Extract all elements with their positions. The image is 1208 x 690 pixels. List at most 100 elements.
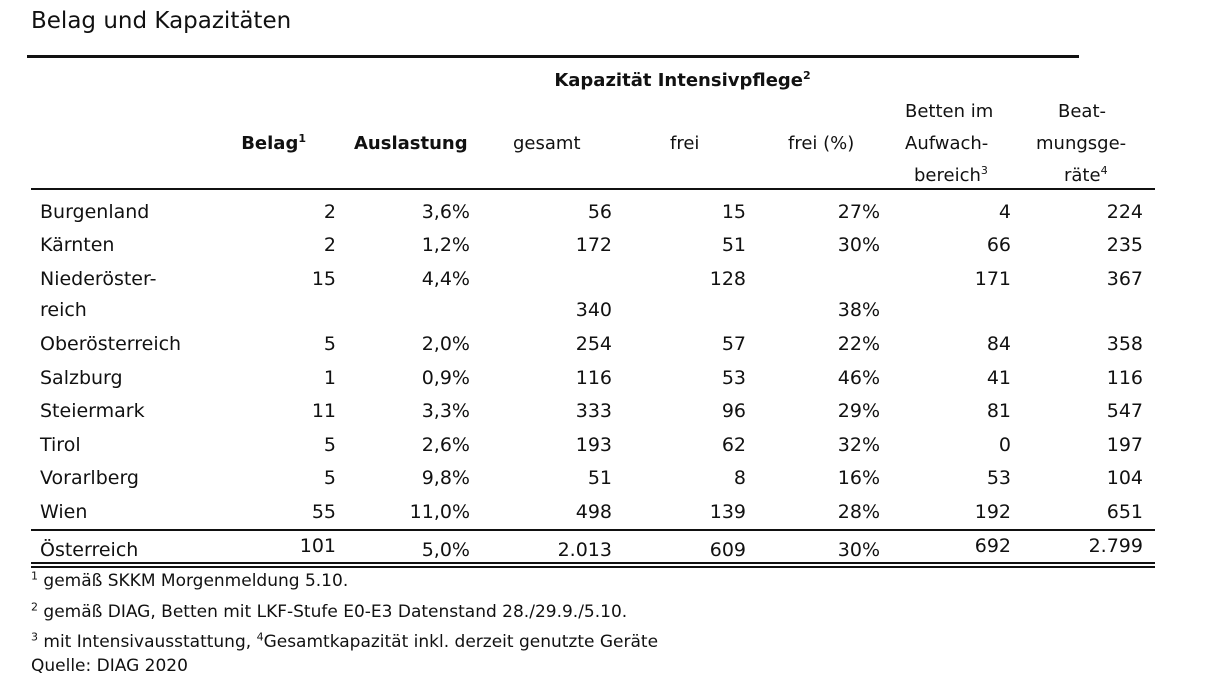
header-betten-line1: Betten im [905, 101, 994, 122]
cell-frei: 53 [721, 367, 746, 389]
cell-gesamt: 172 [575, 234, 612, 256]
header-frei-pct: frei (%) [788, 133, 855, 154]
cell-frei-pct: 27% [837, 201, 880, 223]
cell-auslastung: 2,0% [421, 333, 470, 355]
cell-betten: 171 [974, 268, 1011, 290]
cell-beatmung: 116 [1106, 367, 1143, 389]
cell-belag: 2 [323, 201, 336, 223]
cell-frei: 15 [721, 201, 746, 223]
cell-frei-pct: 29% [837, 400, 880, 422]
cell-frei-pct: 30% [837, 234, 880, 256]
header-group-capacity-label: Kapazität Intensivpflege [554, 70, 804, 91]
cell-belag: 5 [323, 467, 336, 489]
cell-frei: 57 [721, 333, 746, 355]
cell-belag: 5 [323, 434, 336, 456]
bottom-rule-1 [31, 562, 1155, 564]
cell-region: reich [40, 299, 87, 321]
cell-belag: 15 [311, 268, 336, 290]
cell-frei-pct: 46% [837, 367, 880, 389]
cell-beatmung: 224 [1106, 201, 1143, 223]
footnote-3-marker: 3 [31, 630, 38, 644]
cell-frei: 128 [709, 268, 746, 290]
cell-beatmung: 104 [1106, 467, 1143, 489]
footnote-3-text: mit Intensivausstattung, [38, 632, 257, 652]
cell-region: Oberösterreich [40, 333, 182, 355]
footnote-4-marker: 4 [256, 630, 264, 644]
header-belag-label: Belag [241, 133, 299, 154]
cell-auslastung: 0,9% [421, 367, 470, 389]
cell-belag: 5 [323, 333, 336, 355]
cell-betten: 192 [974, 501, 1011, 523]
footnote-1: 1 gemäß SKKM Morgenmeldung 5.10. [31, 569, 348, 591]
cell-beatmung: 547 [1106, 400, 1143, 422]
cell-gesamt: 254 [575, 333, 612, 355]
footnote-ref-4: 4 [1100, 164, 1108, 177]
cell-auslastung: 1,2% [421, 234, 470, 256]
cell-gesamt: 56 [587, 201, 612, 223]
total-cell-betten: 692 [974, 535, 1011, 557]
total-rule [31, 529, 1155, 531]
cell-region: Tirol [40, 434, 81, 456]
cell-frei: 8 [733, 467, 746, 489]
total-cell-frei: 609 [709, 539, 746, 561]
cell-frei-pct: 38% [837, 299, 880, 321]
header-belag: Belag1 [230, 128, 306, 159]
cell-region: Niederöster- [40, 268, 157, 290]
top-rule [27, 55, 1079, 58]
cell-gesamt: 193 [575, 434, 612, 456]
cell-auslastung: 3,6% [421, 201, 470, 223]
total-cell-frei-pct: 30% [837, 539, 880, 561]
cell-betten: 41 [986, 367, 1011, 389]
header-betten-line2: Aufwach- [905, 133, 989, 154]
cell-frei: 139 [709, 501, 746, 523]
footnote-2-text: gemäß DIAG, Betten mit LKF-Stufe E0-E3 D… [38, 602, 628, 622]
footnote-4-text: Gesamtkapazität inkl. derzeit genutzte G… [263, 632, 659, 652]
header-frei: frei [670, 133, 700, 154]
cell-frei-pct: 28% [837, 501, 880, 523]
footnote-1-marker: 1 [31, 569, 38, 583]
cell-region: Vorarlberg [40, 467, 139, 489]
cell-region: Salzburg [40, 367, 123, 389]
cell-belag: 55 [311, 501, 336, 523]
source-note: Quelle: DIAG 2020 [31, 656, 188, 676]
bottom-rule-2 [31, 566, 1155, 568]
cell-frei: 96 [721, 400, 746, 422]
cell-region: Kärnten [40, 234, 115, 256]
cell-frei-pct: 32% [837, 434, 880, 456]
cell-betten: 53 [986, 467, 1011, 489]
cell-beatmung: 235 [1106, 234, 1143, 256]
cell-beatmung: 367 [1106, 268, 1143, 290]
footnote-ref-2: 2 [803, 69, 811, 82]
footnote-2: 2 gemäß DIAG, Betten mit LKF-Stufe E0-E3… [31, 600, 628, 622]
header-beatmung-line3: räte4 [1064, 160, 1108, 191]
header-beatmung-line2: mungsge- [1036, 133, 1127, 154]
cell-gesamt: 51 [587, 467, 612, 489]
cell-frei-pct: 22% [837, 333, 880, 355]
footnote-3-4: 3 mit Intensivausstattung, 4Gesamtkapazi… [31, 630, 659, 652]
total-cell-gesamt: 2.013 [557, 539, 612, 561]
cell-beatmung: 197 [1106, 434, 1143, 456]
cell-frei: 62 [721, 434, 746, 456]
header-gesamt: gesamt [513, 133, 581, 154]
footnote-ref-3: 3 [980, 164, 988, 177]
footnote-ref-1: 1 [298, 132, 306, 145]
cell-region: Burgenland [40, 201, 150, 223]
cell-region: Wien [40, 501, 88, 523]
total-cell-belag: 101 [299, 535, 336, 557]
cell-auslastung: 9,8% [421, 467, 470, 489]
cell-belag: 1 [323, 367, 336, 389]
total-cell-region: Österreich [40, 539, 139, 561]
cell-betten: 0 [998, 434, 1011, 456]
total-cell-beatmung: 2.799 [1088, 535, 1143, 557]
cell-betten: 81 [986, 400, 1011, 422]
cell-auslastung: 3,3% [421, 400, 470, 422]
cell-gesamt: 116 [575, 367, 612, 389]
cell-frei: 51 [721, 234, 746, 256]
header-group-capacity: Kapazität Intensivpflege2 [520, 70, 845, 91]
header-rule [31, 188, 1155, 190]
footnote-2-marker: 2 [31, 600, 38, 614]
cell-auslastung: 11,0% [409, 501, 470, 523]
header-betten-line3: bereich3 [914, 160, 988, 191]
cell-gesamt: 333 [575, 400, 612, 422]
cell-gesamt: 498 [575, 501, 612, 523]
